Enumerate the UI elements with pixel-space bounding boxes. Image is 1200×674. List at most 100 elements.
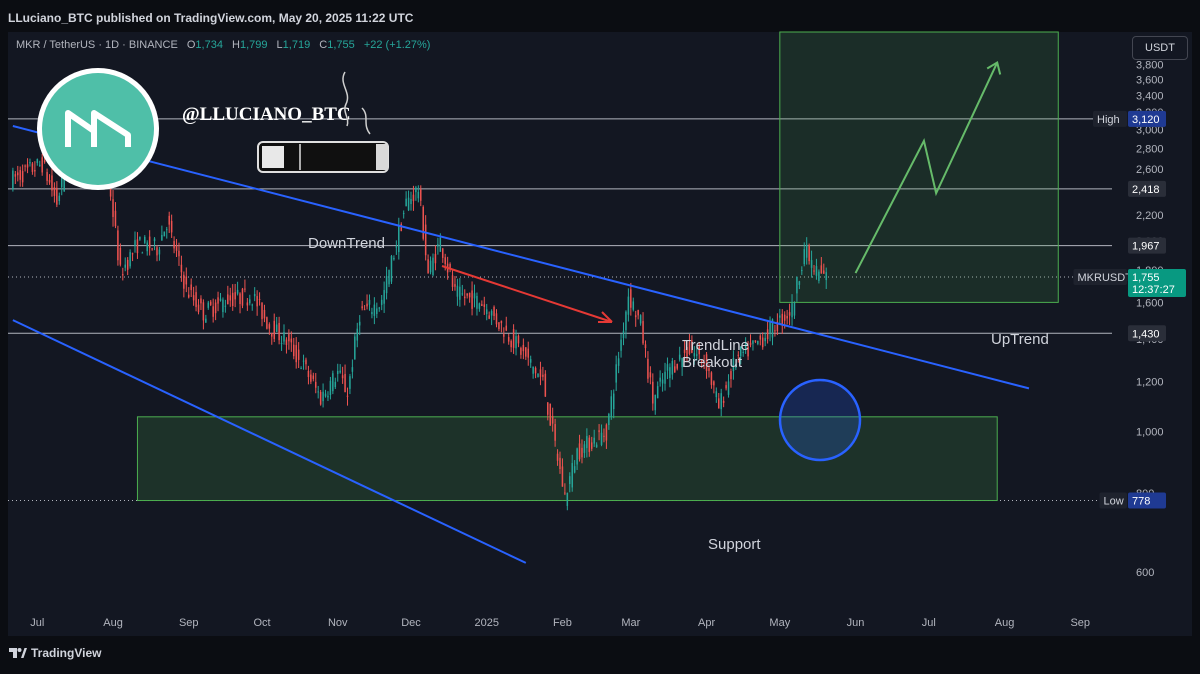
candle-body <box>698 346 700 355</box>
low-price-box-value: 778 <box>1132 496 1150 508</box>
candle-body <box>603 435 605 437</box>
candle-body <box>207 302 210 308</box>
candle-body <box>554 424 556 441</box>
candle-body <box>642 321 644 344</box>
candle-body <box>376 308 378 314</box>
candle-body <box>739 346 742 357</box>
candle-body <box>60 175 63 188</box>
candle-body <box>659 377 661 382</box>
candle-body <box>17 172 19 176</box>
downtrend-upper-trendline <box>12 125 1030 390</box>
candle-body <box>236 289 239 294</box>
projection-arrowhead <box>986 60 1002 75</box>
candle-body <box>358 321 361 326</box>
candle-body <box>295 345 297 363</box>
candle-body <box>798 281 801 285</box>
candle-body <box>63 174 65 192</box>
candle-body <box>510 340 512 348</box>
x-tick-label: Sep <box>1070 617 1090 629</box>
candle-body <box>459 286 461 300</box>
candle-body <box>148 236 151 248</box>
zones <box>136 31 1059 502</box>
chart-panel[interactable] <box>8 32 1192 636</box>
candle-body <box>825 272 827 281</box>
candle-body <box>718 398 720 409</box>
candle-body <box>341 375 344 379</box>
x-tick-label: 2025 <box>474 617 498 629</box>
candle-body <box>656 386 659 399</box>
candle-body <box>759 335 762 340</box>
candle-body <box>146 242 148 252</box>
candle-body <box>305 359 307 365</box>
candle-body <box>683 349 686 353</box>
x-tick-label: Nov <box>328 617 348 629</box>
candle-body <box>586 436 588 449</box>
candle-body <box>222 299 224 313</box>
candle-body <box>781 313 784 326</box>
candle-body <box>664 371 666 384</box>
y-tick-label: 1,200 <box>1136 376 1164 388</box>
candle-body <box>231 292 234 307</box>
symbol-ohlc-bar[interactable]: MKR / TetherUS · 1D · BINANCE O1,734 H1,… <box>16 39 430 51</box>
candle-body <box>703 362 705 364</box>
candle-body <box>234 292 236 300</box>
last-price-box-tag <box>1073 268 1127 285</box>
high-price-box-label: High <box>1097 114 1120 126</box>
candle-body <box>625 311 627 331</box>
low-label: L <box>276 39 283 51</box>
candle-body <box>26 164 29 168</box>
candle-body <box>161 234 163 241</box>
symbol-name[interactable]: MKR / TetherUS · 1D · BINANCE <box>16 39 178 51</box>
candle-body <box>139 236 141 240</box>
candle-body <box>373 304 376 316</box>
candle-body <box>380 299 383 305</box>
candle-body <box>168 215 170 225</box>
candle-body <box>744 343 747 349</box>
y-tick-label: 3,600 <box>1136 75 1164 87</box>
candle-body <box>678 354 681 360</box>
candle-body <box>463 296 466 299</box>
level-price-box-value: 1,430 <box>1132 328 1160 340</box>
candle-body <box>720 393 722 410</box>
x-tick-label: Jun <box>847 617 865 629</box>
candle-body <box>38 164 41 166</box>
low-price-box-tag <box>1099 492 1127 509</box>
candle-body <box>354 336 356 360</box>
x-tick-label: Oct <box>253 617 270 629</box>
projection-box <box>779 31 1059 303</box>
candle-body <box>129 252 131 267</box>
candle-body <box>214 302 217 314</box>
candle-body <box>131 253 134 255</box>
candle-body <box>349 376 351 389</box>
level-price-box-value: 1,967 <box>1132 241 1160 253</box>
candle-body <box>190 284 192 291</box>
candle-body <box>268 324 271 329</box>
currency-button[interactable]: USDT <box>1132 36 1188 60</box>
candle-body <box>288 334 290 342</box>
candle-body <box>581 447 583 458</box>
candle-body <box>786 316 788 319</box>
candle-body <box>498 322 500 330</box>
x-tick-label: Jul <box>922 617 936 629</box>
level-price-box-box <box>1128 180 1166 197</box>
candle-body <box>442 248 444 258</box>
candle-body <box>705 354 708 371</box>
last-price-box-countdown: 12:37:27 <box>1132 284 1175 296</box>
candle-body <box>556 453 559 461</box>
candle-body <box>796 276 798 294</box>
candle-body <box>783 314 786 321</box>
candle-body <box>488 315 490 319</box>
publish-header: LLuciano_BTC published on TradingView.co… <box>0 0 1200 34</box>
maker-m-icon <box>65 110 131 147</box>
candle-body <box>307 370 310 378</box>
candle-body <box>180 264 183 273</box>
y-tick-label: 3,800 <box>1136 60 1164 72</box>
candle-body <box>774 330 776 332</box>
candle-body <box>285 339 288 345</box>
candle-body <box>769 322 771 334</box>
candle-body <box>737 354 740 356</box>
downtrend-arrowhead <box>598 311 613 323</box>
level-price-box-box <box>1128 237 1166 254</box>
candle-body <box>766 329 769 340</box>
